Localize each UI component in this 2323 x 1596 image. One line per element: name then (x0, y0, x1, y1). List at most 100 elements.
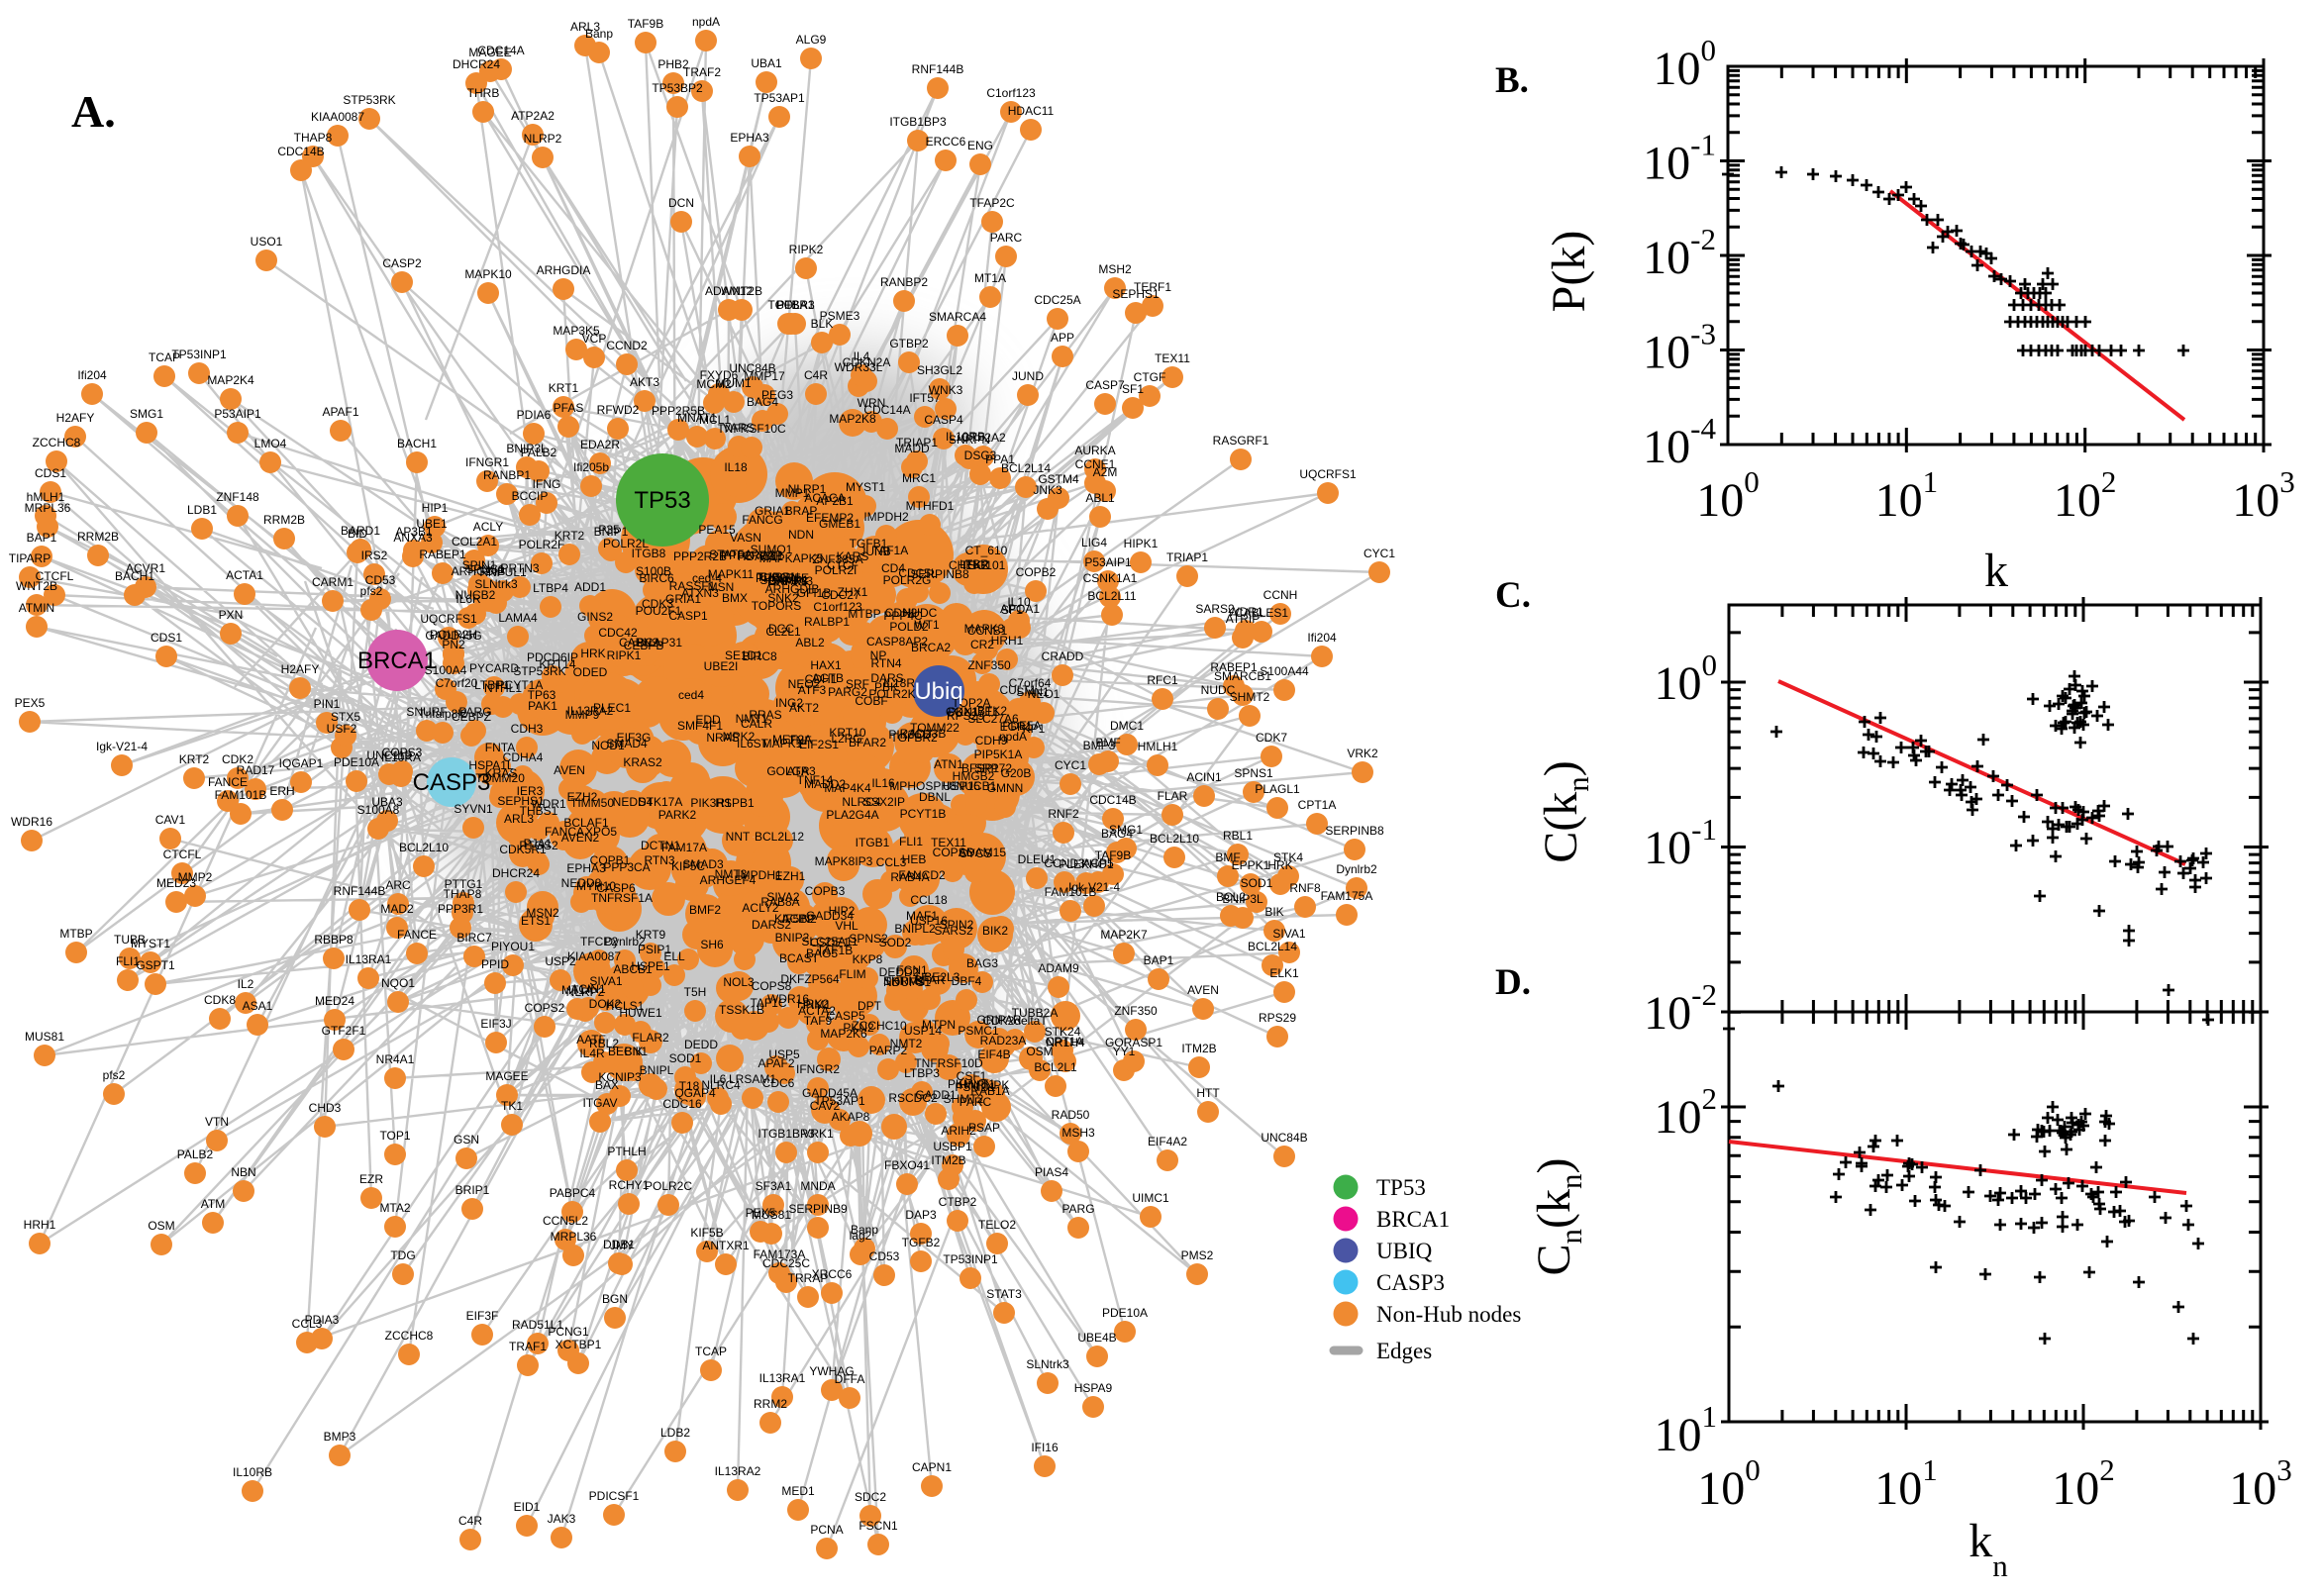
svg-text:ZNF350: ZNF350 (1114, 1004, 1158, 1018)
svg-text:SF1: SF1 (1122, 382, 1144, 396)
svg-text:G20B: G20B (1001, 766, 1032, 780)
svg-text:MAGEE: MAGEE (468, 46, 511, 59)
svg-text:PTS: PTS (776, 298, 799, 312)
svg-text:PABPC4: PABPC4 (550, 1186, 596, 1200)
svg-text:BFSP1: BFSP1 (961, 761, 999, 775)
svg-text:BCL2L10: BCL2L10 (1150, 832, 1199, 846)
svg-text:RBL2: RBL2 (589, 1037, 619, 1050)
svg-text:USBP1: USBP1 (933, 1140, 972, 1153)
svg-text:WDR33L: WDR33L (835, 360, 883, 374)
svg-text:ARC: ARC (385, 878, 411, 892)
svg-text:TIPARP: TIPARP (9, 551, 50, 565)
svg-text:MAPK10: MAPK10 (464, 267, 512, 281)
svg-text:WNT2B: WNT2B (721, 284, 762, 298)
svg-text:EZH1: EZH1 (775, 869, 806, 883)
svg-text:PTHLH: PTHLH (607, 1145, 646, 1158)
svg-text:BRCA2: BRCA2 (911, 641, 951, 654)
svg-text:BIK2: BIK2 (982, 924, 1008, 938)
svg-text:PSMD1: PSMD1 (955, 1080, 996, 1094)
svg-text:AVEN: AVEN (1187, 983, 1219, 997)
svg-text:BCLAF1: BCLAF1 (563, 816, 609, 830)
svg-text:IMPDH2: IMPDH2 (863, 510, 909, 524)
svg-text:CHD3: CHD3 (309, 1101, 342, 1115)
svg-text:101: 101 (1874, 1452, 1938, 1515)
svg-text:PDE10A: PDE10A (1102, 1306, 1148, 1320)
svg-text:CPT1A: CPT1A (1298, 798, 1337, 812)
svg-text:BAG3: BAG3 (966, 956, 998, 970)
svg-text:CASP3: CASP3 (413, 769, 491, 796)
svg-text:BNIP2: BNIP2 (775, 931, 810, 945)
svg-text:C1orf123: C1orf123 (813, 600, 862, 614)
svg-text:TRAF1: TRAF1 (509, 1340, 547, 1353)
svg-text:PIYOU1: PIYOU1 (491, 940, 535, 953)
svg-text:AVEN2: AVEN2 (561, 831, 600, 845)
svg-text:STAT5A: STAT5A (709, 548, 753, 561)
svg-text:ARL3: ARL3 (504, 812, 534, 826)
svg-text:CDK8: CDK8 (204, 993, 236, 1007)
svg-text:TRRAP: TRRAP (788, 1271, 829, 1285)
svg-text:MT1A: MT1A (974, 271, 1006, 285)
svg-text:SSX2IP: SSX2IP (863, 795, 905, 809)
svg-text:Edges: Edges (1376, 1339, 1432, 1363)
svg-text:SMG1: SMG1 (1109, 823, 1143, 837)
svg-text:STX5: STX5 (331, 710, 360, 724)
svg-text:EZH2: EZH2 (567, 790, 598, 804)
svg-text:Banp: Banp (851, 1223, 878, 1237)
svg-text:SMF4F1: SMF4F1 (677, 719, 723, 733)
svg-text:CDK3: CDK3 (642, 597, 673, 611)
svg-text:T5H: T5H (684, 985, 707, 999)
svg-text:HSPA1L: HSPA1L (468, 758, 513, 772)
svg-text:DHCR24: DHCR24 (492, 866, 540, 880)
svg-text:DCC: DCC (768, 622, 794, 636)
svg-text:STK24: STK24 (1045, 1025, 1081, 1039)
svg-text:CTCFL: CTCFL (163, 848, 202, 861)
svg-text:SH6: SH6 (700, 938, 724, 951)
svg-text:EIF4B: EIF4B (977, 1047, 1010, 1061)
svg-text:PLAGL1: PLAGL1 (1255, 782, 1300, 796)
svg-text:TP53INP1: TP53INP1 (943, 1252, 998, 1266)
svg-text:TERF1: TERF1 (1134, 280, 1171, 294)
svg-text:PDE5A: PDE5A (1002, 719, 1041, 733)
svg-text:ITGAV: ITGAV (582, 1096, 617, 1110)
svg-text:POLR2K: POLR2K (868, 687, 915, 701)
svg-text:ARHGDIB: ARHGDIB (452, 564, 506, 578)
svg-text:SERPINB8: SERPINB8 (910, 567, 969, 581)
svg-text:GRIA1: GRIA1 (755, 504, 790, 518)
svg-text:TNF14: TNF14 (797, 773, 834, 787)
svg-text:PDCD6IP: PDCD6IP (527, 650, 578, 664)
svg-text:PJA1: PJA1 (524, 837, 553, 850)
svg-text:L2RG: L2RG (831, 732, 861, 746)
svg-text:CTCFL: CTCFL (36, 569, 74, 583)
svg-text:PARG: PARG (458, 705, 491, 719)
svg-text:USP2: USP2 (545, 954, 576, 968)
svg-text:RABEP1: RABEP1 (1210, 660, 1258, 674)
svg-text:MTHFD1: MTHFD1 (906, 499, 955, 513)
svg-text:RBL1: RBL1 (1223, 829, 1253, 843)
svg-text:TP53BP2: TP53BP2 (652, 81, 703, 95)
svg-text:CASP8AP2: CASP8AP2 (866, 635, 928, 648)
svg-text:MPHOSPH8: MPHOSPH8 (889, 779, 957, 793)
svg-text:COL2A1: COL2A1 (452, 535, 497, 549)
svg-text:FXYD6: FXYD6 (700, 368, 739, 382)
svg-text:NQO1: NQO1 (381, 976, 415, 990)
svg-text:FAM17A: FAM17A (661, 841, 707, 854)
svg-text:RASGRF1: RASGRF1 (1213, 434, 1269, 448)
svg-text:P53AIP1: P53AIP1 (214, 407, 261, 421)
svg-text:ELL: ELL (663, 949, 685, 963)
svg-text:NEO1: NEO1 (1028, 687, 1060, 701)
svg-text:GSN: GSN (454, 1133, 479, 1147)
svg-text:ITGB1BP3: ITGB1BP3 (758, 1127, 815, 1141)
svg-text:USP5: USP5 (768, 1047, 800, 1061)
svg-text:DSG3: DSG3 (964, 449, 997, 462)
svg-text:C7orf20: C7orf20 (436, 676, 478, 690)
svg-text:C4R: C4R (804, 368, 828, 382)
svg-text:CCND3: CCND3 (1044, 856, 1085, 870)
svg-text:SPNS2: SPNS2 (849, 932, 888, 946)
svg-text:PPP2R5E: PPP2R5E (756, 571, 809, 585)
svg-text:SE1D1: SE1D1 (725, 648, 762, 662)
svg-text:ZCCHC10: ZCCHC10 (852, 1019, 907, 1033)
svg-text:RTN3: RTN3 (644, 853, 674, 867)
svg-text:HDAC11: HDAC11 (738, 549, 784, 563)
svg-text:SIVA1: SIVA1 (589, 974, 622, 988)
svg-text:BMX: BMX (722, 591, 748, 605)
